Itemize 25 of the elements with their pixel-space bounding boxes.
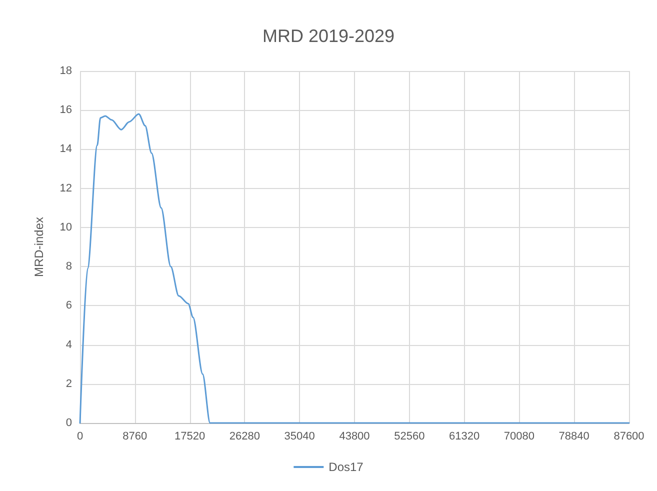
x-tick-label: 35040 [284, 430, 315, 442]
y-axis-title: MRD-index [32, 216, 46, 278]
y-tick-label: 8 [66, 260, 72, 273]
y-tick-label: 10 [60, 221, 72, 234]
x-tick-label: 78840 [558, 430, 590, 442]
x-tick-label: 17520 [174, 430, 206, 442]
x-tick-label: 0 [76, 430, 84, 442]
y-tick-label: 12 [60, 182, 72, 194]
line-series [79, 113, 630, 424]
y-tick-label: 18 [60, 65, 72, 77]
chart-title: MRD 2019-2029 [262, 26, 395, 46]
x-tick-label: 87600 [614, 430, 644, 442]
x-tick-label: 61320 [449, 430, 480, 442]
x-tick-label: 52560 [394, 430, 425, 442]
x-tick-label: 26280 [229, 430, 260, 442]
legend-label: Dos17 [328, 460, 364, 474]
y-tick-label: 16 [60, 104, 72, 116]
y-tick-label: 4 [66, 338, 72, 351]
y-tick-label: 14 [60, 143, 72, 156]
y-tick-label: 2 [66, 378, 72, 390]
x-tick-label: 43800 [339, 430, 370, 442]
x-tick-label: 70080 [504, 430, 534, 442]
x-tick-label: 8760 [122, 430, 148, 442]
y-tick-label: 6 [66, 300, 72, 312]
y-tick-label: 0 [66, 417, 72, 429]
